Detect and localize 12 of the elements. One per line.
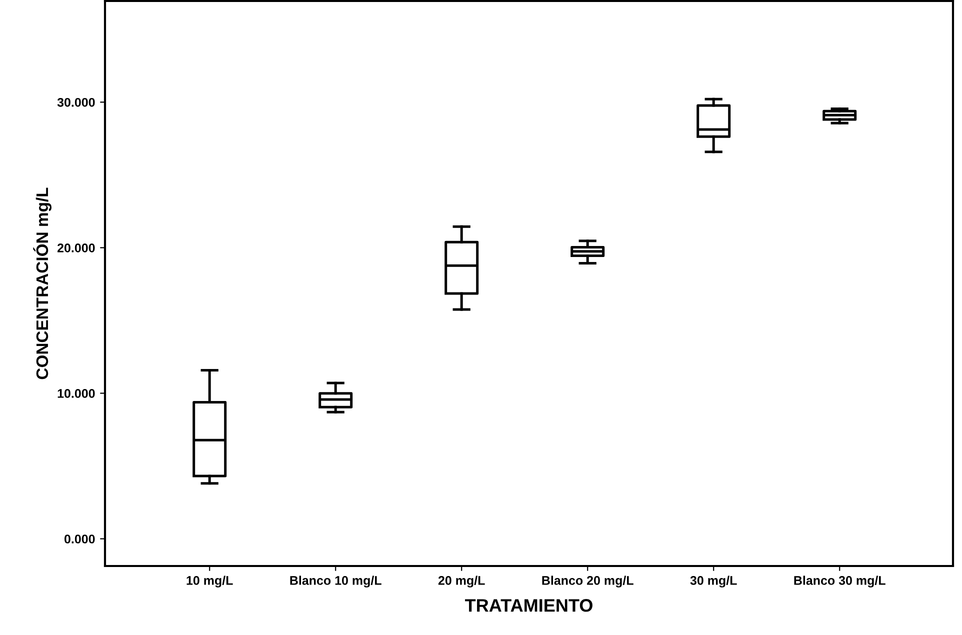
x-tick-label: Blanco 10 mg/L — [290, 576, 382, 588]
x-tick-label: Blanco 20 mg/L — [542, 576, 634, 588]
x-tick-label: Blanco 30 mg/L — [794, 576, 886, 588]
y-tick-label: 10.000 — [58, 389, 95, 398]
y-tick-label: 30.000 — [57, 98, 95, 107]
y-tick-label: 20.000 — [57, 243, 95, 252]
x-tick-label: 30 mg/L — [690, 576, 737, 588]
x-axis-title: TRATAMIENTO — [465, 599, 592, 612]
y-axis-title: CONCENTRACIÓN mg/L — [33, 188, 52, 380]
y-tick-label: 0.000 — [64, 534, 95, 544]
x-tick-label: 10 mg/L — [186, 576, 233, 588]
x-tick-label: 20 mg/L — [438, 576, 485, 588]
